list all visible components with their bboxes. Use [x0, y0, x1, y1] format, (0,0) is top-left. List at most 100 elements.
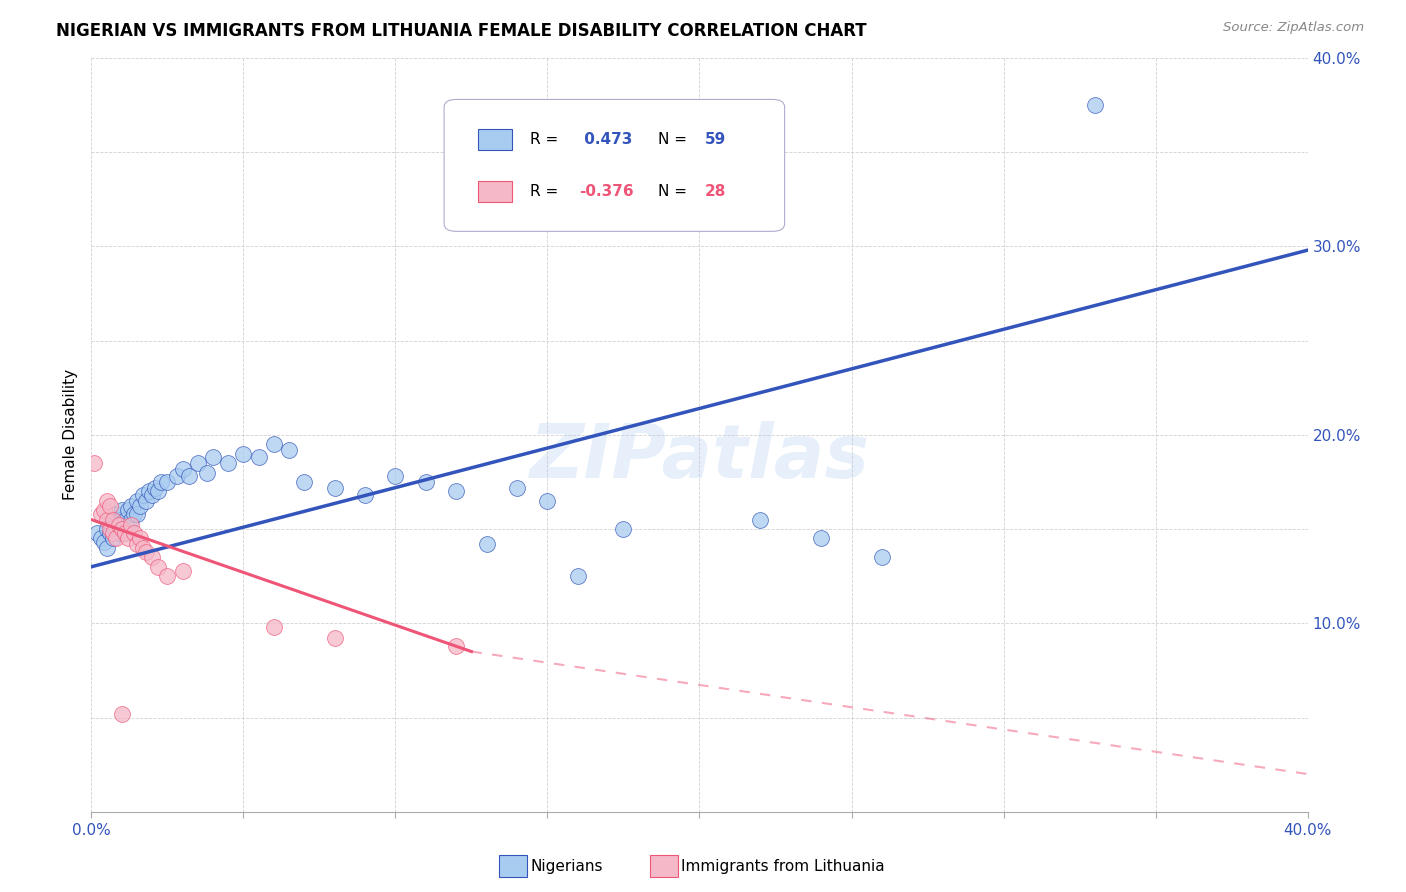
Point — [93, 535, 115, 549]
Point — [129, 532, 152, 546]
Point — [141, 550, 163, 565]
Point — [122, 507, 145, 521]
Point — [107, 513, 129, 527]
Text: R =: R = — [530, 132, 564, 147]
Point — [117, 503, 139, 517]
Point — [612, 522, 634, 536]
Text: NIGERIAN VS IMMIGRANTS FROM LITHUANIA FEMALE DISABILITY CORRELATION CHART: NIGERIAN VS IMMIGRANTS FROM LITHUANIA FE… — [56, 22, 868, 40]
Point — [125, 537, 148, 551]
Text: ZIPatlas: ZIPatlas — [530, 421, 869, 494]
Point — [138, 484, 160, 499]
Point — [98, 500, 121, 514]
Point — [195, 466, 218, 480]
Point — [354, 488, 377, 502]
Point — [187, 456, 209, 470]
Point — [156, 475, 179, 489]
Point — [83, 456, 105, 470]
Point — [101, 513, 124, 527]
Point — [107, 525, 129, 540]
Point — [172, 462, 194, 476]
Point — [247, 450, 270, 465]
Point — [506, 481, 529, 495]
Point — [567, 569, 589, 583]
Text: -0.376: -0.376 — [579, 184, 634, 199]
Point — [278, 442, 301, 457]
Point — [202, 450, 225, 465]
Point — [114, 513, 136, 527]
Point — [98, 522, 121, 536]
Point — [117, 518, 139, 533]
Point — [143, 481, 166, 495]
Text: N =: N = — [658, 184, 692, 199]
Point — [444, 639, 467, 653]
Point — [810, 532, 832, 546]
Text: Source: ZipAtlas.com: Source: ZipAtlas.com — [1223, 21, 1364, 34]
Point — [132, 541, 155, 555]
Point — [98, 525, 121, 540]
Point — [536, 493, 558, 508]
Point — [125, 507, 148, 521]
Point — [177, 469, 200, 483]
Text: Immigrants from Lithuania: Immigrants from Lithuania — [681, 859, 884, 873]
Point — [263, 620, 285, 634]
Point — [93, 503, 115, 517]
FancyBboxPatch shape — [444, 99, 785, 231]
Point — [217, 456, 239, 470]
Point — [114, 525, 136, 540]
Point — [323, 632, 346, 646]
Text: 28: 28 — [704, 184, 725, 199]
Point — [870, 550, 893, 565]
Point — [96, 541, 118, 555]
Point — [749, 513, 772, 527]
Point — [444, 484, 467, 499]
Point — [104, 532, 127, 546]
Point — [156, 569, 179, 583]
Y-axis label: Female Disability: Female Disability — [63, 369, 79, 500]
Point — [132, 488, 155, 502]
Point — [384, 469, 406, 483]
Point — [104, 522, 127, 536]
Point — [122, 525, 145, 540]
Point — [114, 525, 136, 540]
Point — [475, 537, 498, 551]
Point — [150, 475, 173, 489]
Point — [415, 475, 437, 489]
Point — [101, 525, 124, 540]
Point — [104, 507, 127, 521]
Point — [101, 532, 124, 546]
Text: N =: N = — [658, 132, 692, 147]
FancyBboxPatch shape — [478, 129, 512, 150]
Point — [148, 559, 170, 574]
Point — [125, 493, 148, 508]
Point — [86, 525, 108, 540]
Text: 59: 59 — [704, 132, 725, 147]
Point — [129, 500, 152, 514]
Point — [120, 500, 142, 514]
Text: 0.473: 0.473 — [579, 132, 633, 147]
Point — [292, 475, 315, 489]
Point — [135, 493, 157, 508]
Point — [172, 564, 194, 578]
Point — [89, 532, 111, 546]
Point — [101, 518, 124, 533]
Point — [120, 518, 142, 533]
Text: R =: R = — [530, 184, 564, 199]
Point — [96, 513, 118, 527]
Point — [232, 447, 254, 461]
Point — [263, 437, 285, 451]
Point — [1084, 98, 1107, 112]
FancyBboxPatch shape — [478, 180, 512, 202]
Point — [323, 481, 346, 495]
Point — [148, 484, 170, 499]
Text: Nigerians: Nigerians — [530, 859, 603, 873]
Point — [120, 513, 142, 527]
Point — [98, 513, 121, 527]
Point — [141, 488, 163, 502]
Point — [107, 518, 129, 533]
Point — [111, 516, 134, 531]
Point — [96, 522, 118, 536]
Point — [166, 469, 188, 483]
Point — [96, 493, 118, 508]
Point — [111, 503, 134, 517]
Point — [135, 544, 157, 558]
